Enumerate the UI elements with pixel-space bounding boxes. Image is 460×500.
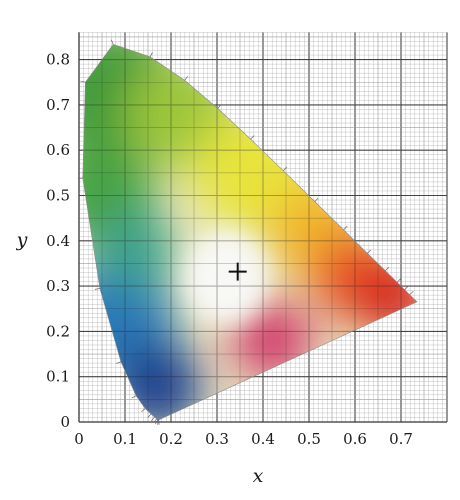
wavelength-tick [367, 249, 372, 254]
wavelength-tick [94, 288, 100, 290]
y-tick-label: 0.2 [46, 322, 70, 340]
wavelength-tick [131, 395, 137, 399]
x-tick-label: 0.6 [343, 430, 367, 448]
wavelength-tick [217, 104, 222, 109]
wavelength-tick [153, 418, 157, 423]
wavelength-tick [283, 166, 288, 171]
wavelength-tick [396, 278, 401, 283]
x-tick-label: 0.5 [297, 430, 321, 448]
wavelength-tick [149, 52, 153, 58]
x-axis-ticks: 0 0.1 0.2 0.3 0.4 0.5 0.6 0.7 [74, 430, 413, 448]
wavelength-tick [147, 413, 152, 418]
y-tick-label: 0.3 [46, 277, 70, 295]
wavelength-tick [385, 266, 390, 271]
spectral-locus [82, 43, 418, 421]
y-tick-label: 0.4 [46, 232, 70, 250]
y-axis-label: y [16, 229, 28, 251]
x-tick-label: 0.7 [389, 430, 413, 448]
y-tick-label: 0.7 [46, 96, 70, 114]
y-tick-label: 0.5 [46, 187, 70, 205]
wavelength-tick [250, 135, 255, 140]
wavelength-tick [116, 361, 122, 364]
wavelength-tick [80, 80, 86, 83]
cyan-region [94, 209, 175, 290]
x-tick-label: 0.3 [205, 430, 229, 448]
wavelength-tick [155, 419, 159, 425]
wavelength-tick [184, 76, 188, 81]
white-point-marker [228, 262, 247, 281]
wavelength-tick [409, 290, 414, 295]
x-tick-label: 0.2 [159, 430, 183, 448]
wavelength-tick [314, 197, 319, 202]
y-axis-ticks: 0 0.1 0.2 0.3 0.4 0.5 0.6 0.7 0.8 [46, 51, 70, 431]
wavelength-tick [157, 419, 159, 425]
wavelength-tick [141, 408, 146, 412]
x-tick-label: 0.1 [113, 430, 137, 448]
x-tick-label: 0.4 [251, 430, 275, 448]
wavelength-tick [111, 39, 114, 45]
wavelength-tick [404, 285, 409, 290]
y-tick-label: 0.6 [46, 141, 70, 159]
x-axis-label: x [253, 465, 264, 487]
wavelength-tick [151, 416, 155, 422]
x-tick-label: 0 [74, 430, 84, 448]
y-tick-label: 0.8 [46, 51, 70, 69]
wavelength-tick [343, 226, 348, 231]
y-tick-label: 0.1 [46, 368, 70, 386]
white-region [184, 229, 269, 326]
wavelength-ticks [77, 39, 414, 425]
y-tick-label: 0 [60, 413, 70, 431]
